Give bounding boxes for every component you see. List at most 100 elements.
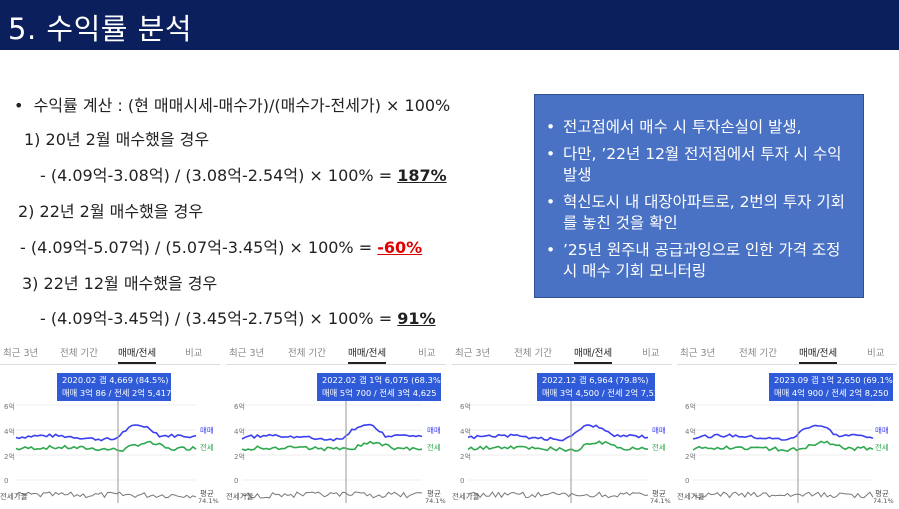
formula-line: • 수익률 계산 : (현 매매시세-매수가)/(매수가-전세가) × 100% [14, 92, 450, 116]
avg-label: 평균 [875, 489, 889, 498]
case-3-calc: - (4.09억-3.45억) / (3.45억-2.75억) × 100% =… [40, 305, 436, 329]
tab-compare[interactable]: 비교 [418, 348, 436, 359]
y-tick: 0 [4, 477, 9, 485]
y-tick: 2억 [234, 453, 245, 461]
tooltip-gap: 2023.09 갭 1억 2,650 (69.1%) [774, 375, 896, 385]
sale-price-line [241, 423, 423, 442]
y-tick: 4억 [460, 428, 471, 436]
case-1-formula: - (4.09억-3.08억) / (3.08억-2.54억) × 100% = [40, 166, 398, 185]
avg-value: 74.1% [198, 497, 219, 505]
chart-tabs: 최근 3년 전체 기간 매매/전세 비교 [677, 345, 897, 365]
sale-price-line [15, 424, 197, 442]
tooltip-prices: 매매 5억 700 / 전세 3억 4,625 [322, 388, 437, 398]
avg-label: 평균 [652, 489, 666, 498]
chart-tooltip: 2023.09 갭 1억 2,650 (69.1%) 매매 4억 900 / 전… [769, 373, 896, 401]
page-title: 5. 수익률 분석 [8, 12, 193, 46]
chart-tooltip: 2022.02 갭 1억 6,075 (68.3%) 매매 5억 700 / 전… [317, 373, 444, 401]
note-item: 혁신도시 내 대장아파트로, 2번의 투자 기회를 놓친 것을 확인 [546, 192, 853, 234]
jeonse-ratio-line [692, 491, 874, 499]
tooltip-prices: 매매 4억 900 / 전세 2억 8,250 [774, 388, 889, 398]
jeonse-price-line [467, 440, 649, 453]
avg-label: 평균 [427, 489, 441, 498]
tab-recent-3y[interactable]: 최근 3년 [229, 348, 265, 359]
note-item: 다만, ’22년 12월 전저점에서 투자 시 수익발생 [546, 144, 853, 186]
price-chart-svg [15, 401, 197, 503]
case-1-calc: - (4.09억-3.08억) / (3.08억-2.54억) × 100% =… [40, 162, 447, 186]
tab-recent-3y[interactable]: 최근 3년 [455, 348, 491, 359]
case-1-label: 1) 20년 2월 매수했을 경우 [24, 130, 210, 149]
y-tick: 4억 [4, 428, 15, 436]
price-chart-panel-3: 최근 3년 전체 기간 매매/전세 비교 2022.12 갭 6,964 (79… [452, 333, 672, 509]
case-2-result: -60% [377, 238, 423, 257]
tab-compare[interactable]: 비교 [642, 348, 660, 359]
tabs-divider [226, 364, 446, 365]
case-2-formula: - (4.09억-5.07억) / (5.07억-3.45억) × 100% = [20, 238, 378, 257]
price-chart-panel-1: 최근 3년 전체 기간 매매/전세 비교 2020.02 갭 4,669 (84… [0, 333, 220, 509]
avg-value: 74.1% [873, 497, 894, 505]
tooltip-gap: 2022.02 갭 1억 6,075 (68.3%) [322, 375, 444, 385]
tab-recent-3y[interactable]: 최근 3년 [3, 348, 39, 359]
price-chart-svg [467, 401, 649, 503]
legend-sale: 매매 [200, 426, 214, 435]
legend-jeonse: 전세 [200, 443, 214, 452]
tab-all-period[interactable]: 전체 기간 [60, 348, 98, 359]
tab-sale-jeonse[interactable]: 매매/전세 [574, 345, 613, 364]
tab-sale-jeonse[interactable]: 매매/전세 [118, 345, 157, 364]
title-bar: 5. 수익률 분석 [0, 0, 899, 50]
tab-sale-jeonse[interactable]: 매매/전세 [348, 345, 387, 364]
tooltip-prices: 매매 3억 4,500 / 전세 2억 7,536 [542, 388, 665, 398]
note-item: 전고점에서 매수 시 투자손실이 발생, [546, 117, 853, 138]
tab-compare[interactable]: 비교 [867, 348, 885, 359]
chart-tabs: 최근 3년 전체 기간 매매/전세 비교 [452, 345, 672, 365]
tooltip-prices: 매매 3억 86 / 전세 2억 5,417 [62, 388, 172, 398]
legend-jeonse: 전세 [875, 443, 889, 452]
chart-tabs: 최근 3년 전체 기간 매매/전세 비교 [0, 345, 220, 365]
tabs-divider [0, 364, 220, 365]
tab-sale-jeonse[interactable]: 매매/전세 [799, 345, 838, 364]
jeonse-price-line [241, 440, 423, 452]
chart-tooltip: 2022.12 갭 6,964 (79.8%) 매매 3억 4,500 / 전세… [537, 373, 665, 401]
note-item: ’25년 원주내 공급과잉으로 인한 가격 조정시 매수 기회 모니터링 [546, 240, 853, 282]
legend-sale: 매매 [875, 426, 889, 435]
y-tick: 4억 [685, 428, 696, 436]
tooltip-gap: 2020.02 갭 4,669 (84.5%) [62, 375, 169, 385]
avg-value: 74.1% [650, 497, 671, 505]
jeonse-price-line [15, 440, 197, 453]
legend-sale: 매매 [652, 426, 666, 435]
jeonse-ratio-label: 전세가율 [226, 492, 254, 501]
sale-price-line [467, 424, 649, 442]
tabs-divider [452, 364, 672, 365]
price-chart-svg [241, 401, 423, 503]
y-tick: 2억 [4, 453, 15, 461]
case-1-result: 187% [397, 166, 447, 185]
y-tick: 6억 [234, 403, 245, 411]
tab-all-period[interactable]: 전체 기간 [288, 348, 326, 359]
price-chart-panel-2: 최근 3년 전체 기간 매매/전세 비교 2022.02 갭 1억 6,075 … [226, 333, 446, 509]
avg-label: 평균 [200, 489, 214, 498]
price-chart-svg [692, 401, 874, 503]
chart-tooltip: 2020.02 갭 4,669 (84.5%) 매매 3억 86 / 전세 2억… [57, 373, 171, 401]
tooltip-gap: 2022.12 갭 6,964 (79.8%) [542, 375, 649, 385]
jeonse-ratio-line [15, 491, 197, 499]
tab-all-period[interactable]: 전체 기간 [514, 348, 552, 359]
jeonse-ratio-label: 전세가율 [677, 492, 705, 501]
y-tick: 2억 [460, 453, 471, 461]
case-3-formula: - (4.09억-3.45억) / (3.45억-2.75억) × 100% = [40, 309, 398, 328]
bullet-icon: • [14, 96, 34, 115]
jeonse-ratio-line [241, 491, 423, 499]
y-tick: 0 [460, 477, 465, 485]
y-tick: 4억 [234, 428, 245, 436]
sale-price-line [692, 424, 874, 441]
legend-sale: 매매 [427, 426, 441, 435]
case-2-label: 2) 22년 2월 매수했을 경우 [18, 202, 204, 221]
tab-recent-3y[interactable]: 최근 3년 [680, 348, 716, 359]
y-tick: 6억 [460, 403, 471, 411]
y-tick: 2억 [685, 453, 696, 461]
formula-text: 수익률 계산 : (현 매매시세-매수가)/(매수가-전세가) × 100% [33, 96, 451, 115]
tabs-divider [677, 364, 897, 365]
tab-all-period[interactable]: 전체 기간 [739, 348, 777, 359]
tab-compare[interactable]: 비교 [185, 348, 203, 359]
y-tick: 6억 [4, 403, 15, 411]
jeonse-price-line [692, 440, 874, 453]
chart-tabs: 최근 3년 전체 기간 매매/전세 비교 [226, 345, 446, 365]
